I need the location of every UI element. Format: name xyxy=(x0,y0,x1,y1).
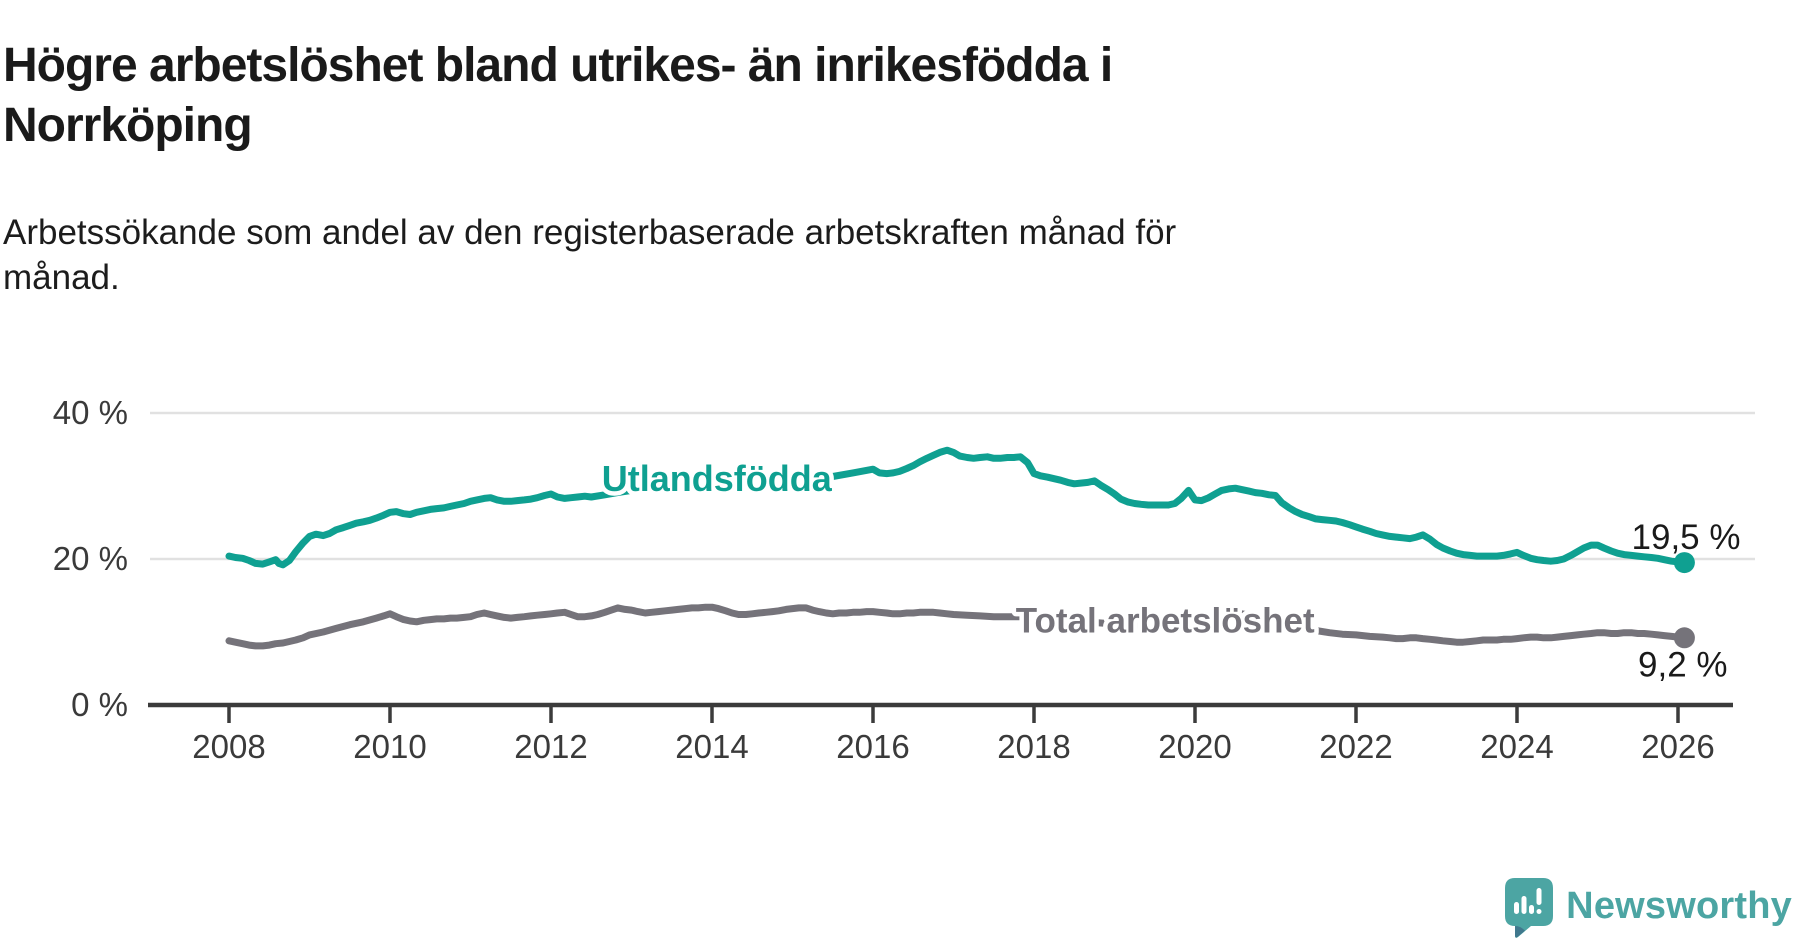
page-title-line-2: Norrköping xyxy=(3,99,253,153)
end-value-label-utlandsfodda: 19,5 % xyxy=(1632,518,1741,557)
chart-subtitle: Arbetssökande som andel av den registerb… xyxy=(3,210,1703,300)
x-tick-label: 2026 xyxy=(1641,728,1714,765)
x-tick-label: 2024 xyxy=(1480,728,1553,765)
series-label-utlandsfodda: Utlandsfödda xyxy=(602,458,833,499)
newsworthy-logo-text: Newsworthy xyxy=(1566,885,1792,927)
series-line-utlandsfodda xyxy=(225,446,1688,569)
x-tick-label: 2016 xyxy=(836,728,909,765)
series-end-dot-total-arbetsloshet xyxy=(1673,627,1695,649)
x-tick-label: 2018 xyxy=(997,728,1070,765)
x-tick-label: 2010 xyxy=(353,728,426,765)
x-tick-label: 2008 xyxy=(192,728,265,765)
chart-subtitle-line-2: månad. xyxy=(3,258,120,297)
x-tick-label: 2012 xyxy=(514,728,587,765)
newsworthy-logo: Newsworthy xyxy=(1505,878,1792,940)
page-title: Högre arbetslöshet bland utrikes- än inr… xyxy=(3,36,1773,156)
newsworthy-speech-bubble-chart-icon xyxy=(1505,878,1554,938)
y-tick-label: 0 % xyxy=(71,686,128,723)
series-label-total-arbetsloshet: Total arbetslöshet xyxy=(1016,602,1315,641)
y-tick-label: 20 % xyxy=(53,540,128,577)
x-tick-label: 2014 xyxy=(675,728,748,765)
x-tick-label: 2022 xyxy=(1319,728,1392,765)
x-tick-label: 2020 xyxy=(1158,728,1231,765)
end-value-label-total-arbetsloshet: 9,2 % xyxy=(1638,646,1728,685)
page-title-line-1: Högre arbetslöshet bland utrikes- än inr… xyxy=(3,39,1113,93)
y-tick-label: 40 % xyxy=(53,394,128,431)
series-end-dot-utlandsfodda xyxy=(1673,552,1695,574)
series-line-total-arbetsloshet xyxy=(225,603,1688,650)
chart-subtitle-line-1: Arbetssökande som andel av den registerb… xyxy=(3,213,1177,252)
